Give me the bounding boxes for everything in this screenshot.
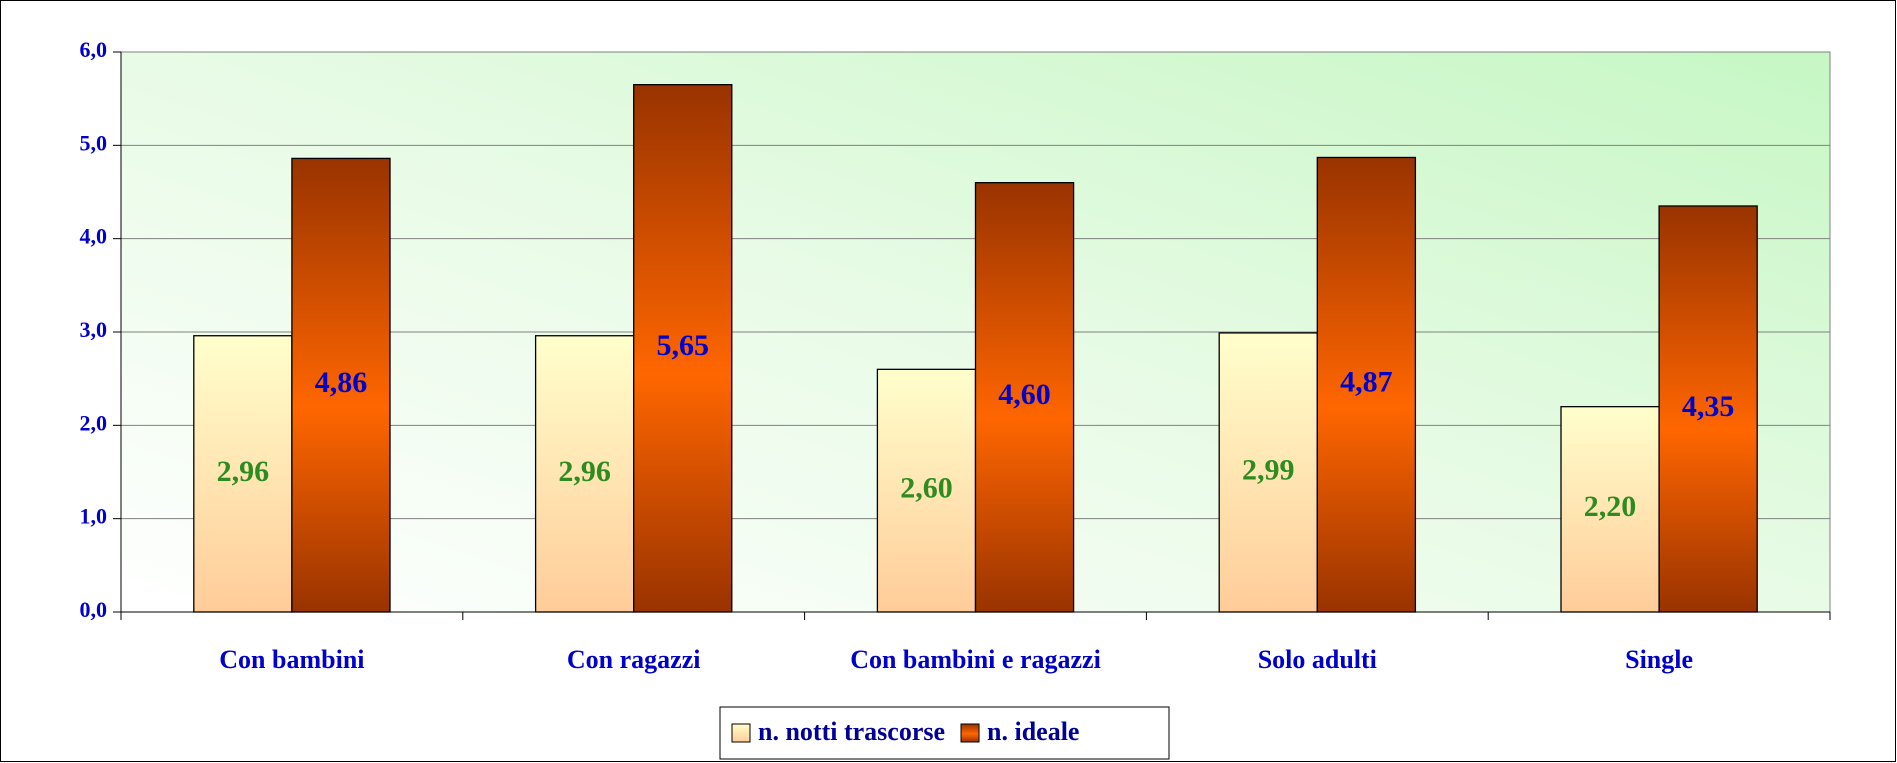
legend-label: n. ideale	[987, 717, 1079, 746]
legend	[719, 706, 1170, 760]
value-label: 4,86	[315, 366, 368, 399]
value-label: 4,60	[998, 378, 1051, 411]
bar	[1658, 205, 1758, 613]
y-tick-label: 5,0	[80, 130, 108, 155]
x-tick-label: Solo adulti	[1258, 645, 1377, 674]
legend-label: n. notti trascorse	[758, 717, 945, 746]
bar	[876, 368, 977, 613]
x-tick-label: Con bambini e ragazzi	[850, 645, 1101, 674]
y-tick-label: 0,0	[80, 597, 108, 622]
bar	[974, 182, 1075, 613]
x-tick-label: Con ragazzi	[567, 645, 701, 674]
value-label: 2,96	[558, 455, 611, 488]
value-label: 2,20	[1584, 490, 1637, 523]
x-tick-label: Con bambini	[219, 645, 364, 674]
legend-swatch	[731, 723, 751, 743]
bar	[1218, 332, 1318, 613]
value-label: 4,35	[1682, 390, 1735, 423]
y-tick-label: 3,0	[80, 317, 108, 342]
y-tick-label: 4,0	[80, 224, 108, 249]
bar	[633, 84, 733, 613]
bar	[1316, 156, 1417, 613]
bar	[1560, 406, 1660, 613]
bar	[534, 335, 635, 613]
value-label: 4,87	[1340, 366, 1393, 399]
value-label: 2,60	[900, 472, 953, 505]
legend-swatch	[960, 723, 980, 743]
value-label: 2,96	[217, 455, 270, 488]
bar	[193, 335, 293, 613]
bar	[291, 157, 391, 613]
y-tick-label: 1,0	[80, 504, 108, 529]
x-tick-label: Single	[1625, 645, 1693, 674]
y-tick-label: 6,0	[80, 37, 108, 62]
value-label: 5,65	[656, 329, 709, 362]
y-tick-label: 2,0	[80, 410, 108, 435]
value-label: 2,99	[1242, 453, 1295, 486]
